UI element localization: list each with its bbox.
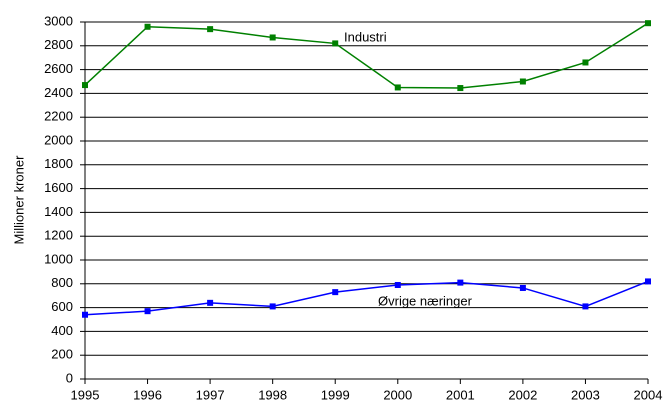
y-tick-label: 2400 <box>44 85 73 100</box>
y-tick-label: 400 <box>51 323 73 338</box>
x-tick-label: 1995 <box>71 387 100 402</box>
x-tick-label: 1997 <box>196 387 225 402</box>
x-tick-label: 1996 <box>133 387 162 402</box>
point <box>207 26 214 33</box>
y-tick-label: 1600 <box>44 180 73 195</box>
y-tick-label: 2600 <box>44 61 73 76</box>
y-tick-label: 800 <box>51 275 73 290</box>
y-tick-label: 1000 <box>44 251 73 266</box>
x-tick-label: 2002 <box>508 387 537 402</box>
point <box>645 278 651 285</box>
point <box>269 303 276 310</box>
y-tick-label: 1800 <box>44 156 73 171</box>
series-line <box>84 280 649 316</box>
y-tick-label: 2000 <box>44 132 73 147</box>
x-tick-label: 2001 <box>446 387 475 402</box>
point <box>645 20 651 27</box>
series-label: Øvrige næringer <box>378 293 473 308</box>
y-tick-label: 600 <box>51 299 73 314</box>
point <box>582 303 589 310</box>
y-tick-label: 2200 <box>44 109 73 124</box>
point <box>332 40 339 47</box>
point <box>82 82 88 89</box>
point <box>144 308 151 315</box>
y-tick-label: 2800 <box>44 37 73 52</box>
point <box>144 23 151 30</box>
point <box>82 311 88 318</box>
x-tick-label: 2000 <box>383 387 412 402</box>
point <box>519 78 526 85</box>
y-tick-label: 1400 <box>44 204 73 219</box>
point <box>394 281 401 288</box>
y-tick-label: 3000 <box>44 13 73 28</box>
y-tick-label: 200 <box>51 347 73 362</box>
point <box>519 284 526 291</box>
x-tick-label: 1999 <box>321 387 350 402</box>
series-label: Industri <box>344 29 387 44</box>
point <box>394 84 401 91</box>
x-tick-label: 2003 <box>571 387 600 402</box>
point <box>332 289 339 296</box>
y-tick-label: 0 <box>66 370 73 385</box>
point <box>207 299 214 306</box>
x-tick-label: 2004 <box>634 387 663 402</box>
point <box>582 59 589 66</box>
x-tick-label: 1998 <box>258 387 287 402</box>
y-axis-label: Millioner kroner <box>11 155 26 245</box>
point <box>457 85 464 92</box>
point <box>457 279 464 286</box>
series-line <box>84 22 649 89</box>
point <box>269 34 276 41</box>
y-tick-label: 1200 <box>44 228 73 243</box>
